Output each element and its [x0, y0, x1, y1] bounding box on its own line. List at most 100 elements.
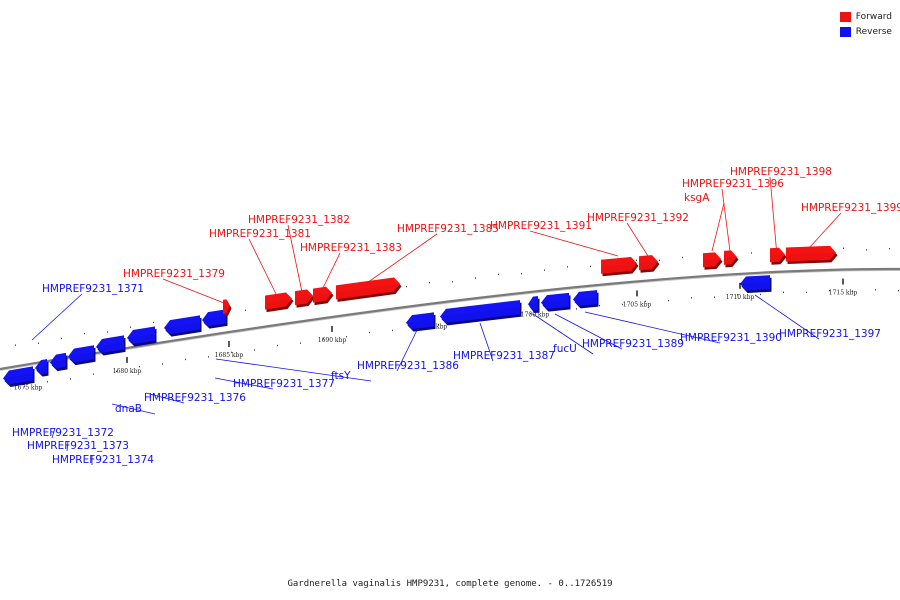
gene-label: HMPREF9231_1386	[357, 360, 459, 372]
major-tick	[228, 340, 230, 347]
gene-label: HMPREF9231_1399	[801, 202, 900, 214]
gene-arrow	[223, 299, 230, 314]
gene-leader-line	[321, 252, 341, 291]
gene-arrow-highlight	[3, 366, 33, 379]
gene-arrow	[573, 290, 597, 306]
minor-tick	[530, 312, 531, 315]
minor-tick	[185, 358, 186, 361]
gene-label: HMPREF9231_1390	[680, 332, 782, 344]
minor-tick	[843, 247, 844, 249]
kbp-scale-label: 1715 kbp	[829, 290, 858, 297]
major-tick	[636, 290, 638, 297]
minor-tick	[323, 338, 324, 340]
gene-arrow-highlight	[541, 292, 569, 303]
gene-leader-line	[584, 311, 721, 344]
gene-arrow-highlight	[313, 286, 332, 296]
major-tick	[739, 282, 741, 289]
minor-tick	[231, 351, 232, 354]
gene-label: HMPREF9231_1397	[779, 328, 881, 340]
minor-tick	[47, 381, 48, 383]
gene-arrow	[164, 315, 200, 335]
gene-arrow-highlight	[336, 277, 400, 293]
minor-tick	[24, 385, 25, 388]
minor-tick	[590, 265, 591, 268]
gene-leader-line	[215, 358, 372, 382]
gene-label: HMPREF9231_1372	[12, 427, 114, 439]
gene-label: HMPREF9231_1381	[209, 228, 311, 240]
gene-leader-line	[51, 427, 56, 439]
minor-tick	[783, 291, 784, 293]
gene-arrow-highlight	[223, 299, 230, 307]
kbp-scale-label: 1710 kbp	[726, 294, 755, 301]
gene-leader-line	[145, 392, 185, 404]
minor-tick	[70, 378, 71, 380]
gene-leader-line	[769, 176, 778, 257]
gene-arrow-highlight	[295, 289, 313, 299]
minor-tick	[599, 304, 600, 307]
minor-tick	[61, 337, 62, 340]
gene-arrow	[770, 247, 785, 263]
gene-arrow-highlight	[35, 359, 47, 369]
minor-tick	[475, 277, 476, 279]
kbp-scale-label: 1680 kbp	[113, 368, 142, 375]
minor-tick	[153, 321, 154, 324]
minor-tick	[521, 272, 522, 275]
minor-tick	[346, 335, 347, 338]
gene-label: dnaB	[115, 403, 142, 415]
gene-arrow-highlight	[406, 312, 434, 323]
minor-tick	[139, 366, 140, 368]
minor-tick	[93, 373, 94, 375]
gene-arrow-highlight	[528, 296, 538, 305]
minor-tick	[392, 329, 393, 332]
gene-arrow-highlight	[96, 335, 124, 347]
gene-leader-line	[626, 222, 649, 257]
minor-tick	[659, 259, 660, 261]
minor-tick	[277, 344, 278, 347]
gene-leader-line	[31, 293, 83, 341]
gene-label: HMPREF9231_1387	[453, 350, 555, 362]
gene-arrow	[68, 345, 94, 363]
gene-leader-line	[214, 377, 274, 390]
gene-arrow	[3, 366, 33, 385]
minor-tick	[208, 356, 209, 358]
gene-label: HMPREF9231_1398	[730, 166, 832, 178]
minor-tick	[751, 252, 752, 254]
minor-tick	[544, 269, 545, 271]
kbp-scale-label: 1705 kbp	[623, 301, 652, 308]
gene-arrow-highlight	[440, 300, 520, 317]
gene-arrow	[528, 296, 538, 311]
gene-label: HMPREF9231_1371	[42, 283, 144, 295]
gene-label: HMPREF9231_1382	[248, 214, 350, 226]
gene-arrow	[440, 300, 520, 323]
minor-tick	[107, 331, 108, 333]
kbp-scale-label: 1685 kbp	[215, 352, 244, 359]
gene-label: ftsY	[331, 370, 351, 382]
gene-arrow	[127, 326, 155, 344]
gene-arrow	[313, 286, 332, 303]
gene-arrow	[724, 250, 737, 265]
gene-label: HMPREF9231_1379	[123, 268, 225, 280]
gene-label: HMPREF9231_1391	[490, 220, 592, 232]
gene-arrow-highlight	[265, 292, 292, 303]
minor-tick	[116, 370, 117, 373]
gene-label: HMPREF9231_1383	[300, 242, 402, 254]
minor-tick	[38, 342, 39, 344]
minor-tick	[737, 294, 738, 296]
gene-arrow-highlight	[770, 247, 785, 256]
minor-tick	[452, 281, 453, 283]
minor-tick	[15, 344, 16, 346]
gene-arrow-highlight	[50, 352, 66, 363]
minor-tick	[714, 296, 715, 298]
gene-arrow-highlight	[786, 245, 836, 255]
kbp-scale-label: 1675 kbp	[14, 384, 43, 391]
genome-caption: Gardnerella vaginalis HMP9231, complete …	[287, 579, 613, 589]
gene-leader-line	[554, 313, 623, 350]
gene-arrow	[50, 352, 66, 369]
gene-label: HMPREF9231_1376	[144, 392, 246, 404]
gene-label: HMPREF9231_1396	[682, 178, 784, 190]
gene-arrow-highlight	[68, 345, 94, 357]
minor-tick	[645, 300, 646, 303]
genome-backbone	[0, 267, 900, 371]
